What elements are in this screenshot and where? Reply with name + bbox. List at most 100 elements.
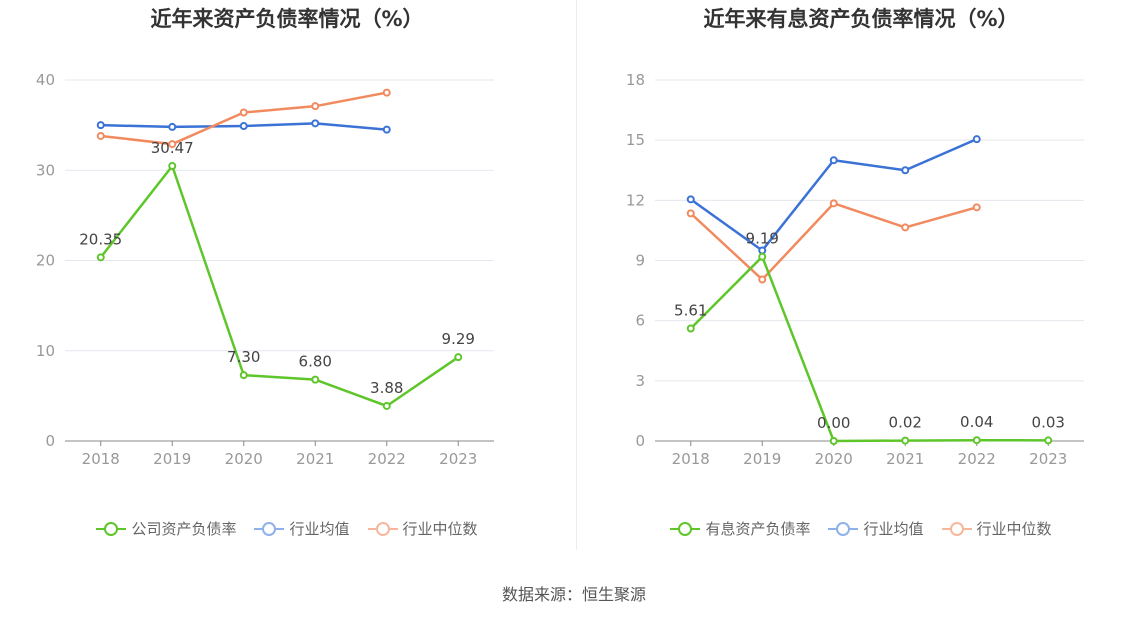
legend-line-icon — [367, 519, 398, 539]
data-point-median — [96, 131, 105, 140]
legend-line-icon — [670, 519, 701, 539]
x-tick-label: 2020 — [815, 450, 853, 468]
legend-line-icon — [828, 519, 859, 539]
data-label: 3.88 — [370, 379, 403, 397]
chart-plot-right: 0 3 6 9 12 15 18 2018 2019 2020 2021 2022 2023 5.61 9.… — [626, 71, 1084, 468]
x-tick-label: 2019 — [743, 450, 781, 468]
y-tick-label: 12 — [626, 191, 645, 209]
data-point-company — [311, 375, 320, 384]
data-label: 0.04 — [960, 413, 993, 431]
legend-label: 公司资产负债率 — [131, 520, 237, 538]
data-point-avg — [829, 156, 838, 165]
data-point-median — [972, 203, 981, 212]
legend-left: 公司资产负债率 行业均值 行业中位数 — [0, 518, 574, 539]
data-point-avg — [239, 122, 248, 131]
data-source: 数据来源：恒生聚源 — [501, 585, 646, 604]
series-line-median — [689, 202, 978, 281]
x-tick-label: 2023 — [1029, 450, 1067, 468]
y-tick-label: 15 — [626, 131, 645, 149]
data-point-company — [1044, 436, 1053, 445]
y-tick-label: 40 — [36, 71, 55, 89]
legend-item-avg[interactable]: 行业均值 — [254, 518, 350, 539]
y-tick-label: 0 — [45, 432, 55, 450]
data-point-company — [829, 437, 838, 445]
legend-item-median[interactable]: 行业中位数 — [367, 518, 478, 539]
y-tick-label: 0 — [635, 432, 645, 450]
legend-item-avg[interactable]: 行业均值 — [828, 518, 924, 539]
y-tick-label: 9 — [635, 252, 645, 270]
data-point-avg — [96, 121, 105, 130]
data-point-avg — [168, 122, 177, 131]
data-point-avg — [758, 246, 767, 255]
chart-panel-left: 近年来资产负债率情况（%） 0 10 20 30 40 2018 2019 2020 2021 2… — [0, 0, 574, 560]
data-point-company — [972, 436, 981, 445]
data-label: 0.02 — [889, 414, 922, 432]
data-point-company — [168, 162, 177, 171]
y-tick-label: 3 — [635, 372, 645, 390]
series-line-avg — [690, 138, 978, 252]
y-tick-label: 18 — [626, 71, 645, 89]
legend-item-company[interactable]: 公司资产负债率 — [96, 518, 236, 539]
data-label: 6.80 — [299, 353, 332, 371]
data-label: 0.03 — [1032, 413, 1065, 431]
legend-line-icon — [941, 519, 972, 539]
data-point-median — [382, 88, 391, 97]
data-label: 0.00 — [817, 414, 850, 432]
data-point-company — [686, 324, 695, 333]
data-point-avg — [686, 195, 695, 204]
data-point-company — [239, 371, 248, 380]
data-label: 30.47 — [151, 139, 194, 157]
chart-title: 近年来资产负债率情况（%） — [150, 7, 424, 31]
data-point-median — [829, 199, 838, 208]
y-tick-label: 30 — [36, 161, 55, 179]
data-point-company — [901, 436, 910, 445]
x-tick-label: 2018 — [672, 450, 710, 468]
data-point-avg — [382, 125, 391, 134]
data-label: 5.61 — [674, 301, 707, 319]
data-point-avg — [311, 119, 320, 128]
data-label: 20.35 — [79, 230, 122, 248]
data-point-median — [758, 275, 767, 284]
chart-panel-right: 近年来有息资产负债率情况（%） 0 3 6 9 12 15 18 2018 2019 2020 20… — [574, 0, 1148, 560]
data-point-company — [382, 401, 391, 410]
data-label: 9.29 — [442, 330, 475, 348]
x-tick-label: 2018 — [82, 450, 120, 468]
legend-item-company[interactable]: 有息资产负债率 — [670, 518, 810, 539]
data-label: 9.19 — [746, 230, 779, 248]
x-tick-label: 2019 — [153, 450, 191, 468]
legend-label: 行业均值 — [289, 520, 350, 538]
data-point-company — [454, 353, 463, 362]
x-tick-label: 2020 — [225, 450, 263, 468]
data-point-avg — [901, 166, 910, 175]
legend-label: 行业中位数 — [402, 520, 478, 538]
series-line-median — [100, 91, 387, 146]
x-tick-label: 2023 — [439, 450, 477, 468]
data-point-company — [96, 253, 105, 262]
y-tick-label: 6 — [635, 312, 645, 330]
data-point-median — [686, 209, 695, 218]
x-tick-label: 2021 — [886, 450, 924, 468]
data-label: 7.30 — [227, 348, 260, 366]
data-point-median — [168, 140, 177, 149]
legend-label: 行业均值 — [863, 520, 924, 538]
legend-right: 有息资产负债率 行业均值 行业中位数 — [574, 518, 1148, 539]
data-point-avg — [972, 135, 981, 144]
data-point-median — [311, 102, 320, 111]
legend-label: 有息资产负债率 — [705, 520, 811, 538]
legend-label: 行业中位数 — [976, 520, 1052, 538]
y-tick-label: 10 — [36, 342, 55, 360]
data-point-company — [758, 252, 767, 261]
data-point-median — [239, 108, 248, 117]
panel-divider — [576, 0, 577, 550]
chart-title: 近年来有息资产负债率情况（%） — [703, 7, 1019, 31]
data-point-median — [901, 223, 910, 232]
legend-item-median[interactable]: 行业中位数 — [941, 518, 1052, 539]
x-tick-label: 2022 — [368, 450, 406, 468]
legend-line-icon — [254, 519, 285, 539]
x-tick-label: 2021 — [296, 450, 334, 468]
series-line-company — [689, 255, 1049, 443]
series-line-company — [99, 164, 459, 408]
legend-line-icon — [96, 519, 127, 539]
chart-plot-left: 0 10 20 30 40 2018 2019 2020 2021 2022 2023 20.35 30… — [36, 71, 494, 468]
y-tick-label: 20 — [36, 252, 55, 270]
